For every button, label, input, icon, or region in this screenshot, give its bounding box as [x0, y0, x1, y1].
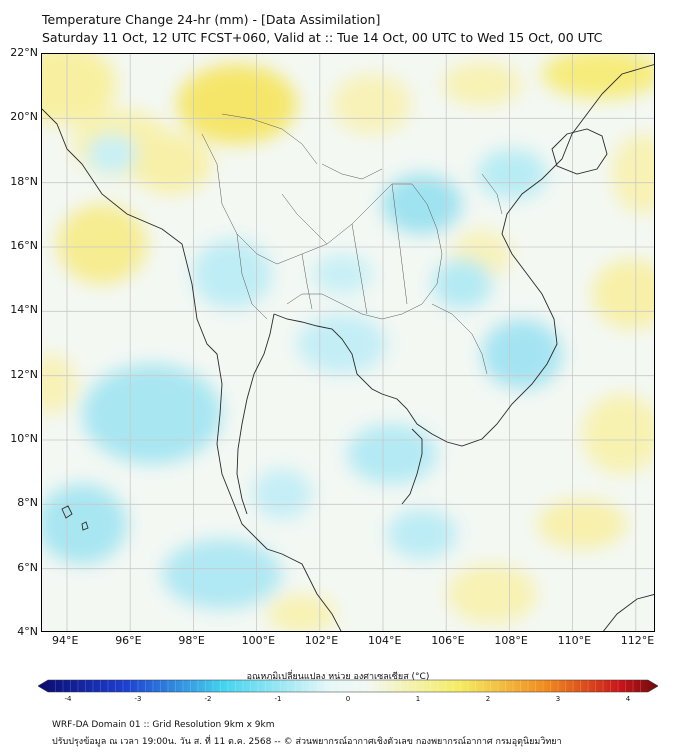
colorbar-tick-label: -1: [274, 695, 282, 703]
chart-subtitle: Saturday 11 Oct, 12 UTC FCST+060, Valid …: [42, 30, 603, 45]
colorbar-tick-label: 2: [485, 695, 491, 703]
map-panel: [41, 53, 655, 632]
colorbar-tick-label: 4: [625, 695, 631, 703]
lat-label: 22°N: [10, 46, 38, 59]
lon-label: 102°E: [304, 634, 339, 647]
map-canvas: [42, 54, 654, 631]
footer-model-info: WRF-DA Domain 01 :: Grid Resolution 9km …: [52, 720, 275, 730]
chart-title: Temperature Change 24-hr (mm) - [Data As…: [42, 12, 381, 27]
lat-label: 8°N: [17, 496, 38, 510]
colorbar-tick-label: -4: [64, 695, 72, 703]
lon-label: 100°E: [241, 634, 276, 647]
lon-label: 108°E: [494, 634, 528, 647]
lat-label: 18°N: [10, 174, 38, 188]
footer-update-info: ปรับปรุงข้อมูล ณ เวลา 19:00น. วัน ส. ที่…: [52, 737, 562, 747]
lon-label: 98°E: [178, 634, 205, 647]
temperature-field: [42, 54, 654, 631]
lat-label: 4°N: [17, 625, 38, 638]
colorbar-tick-label: -3: [134, 695, 142, 703]
colorbar-tick-label: 3: [555, 695, 561, 703]
lon-label: 94°E: [52, 634, 79, 647]
lat-label: 14°N: [10, 303, 38, 317]
colorbar-title: อุณหภูมิเปลี่ยนแปลง หน่วย องศาเซลเซียส (…: [246, 672, 430, 682]
province-borders: [201, 113, 503, 375]
lon-label: 110°E: [557, 634, 592, 647]
coastline-outlines: [42, 64, 654, 631]
lat-label: 10°N: [10, 432, 38, 445]
colorbar-tick-label: -2: [204, 695, 212, 703]
graticule: [42, 54, 654, 631]
colorbar-tick-label: 0: [345, 695, 351, 703]
lat-label: 12°N: [10, 367, 38, 381]
lat-label: 20°N: [10, 110, 38, 124]
lon-label: 106°E: [431, 634, 465, 647]
colorbar-tick-label: 1: [415, 695, 421, 703]
colorbar: [38, 679, 658, 693]
lat-label: 16°N: [10, 239, 38, 252]
lon-label: 112°E: [620, 634, 655, 647]
lon-label: 104°E: [368, 634, 402, 647]
lat-label: 6°N: [17, 560, 38, 574]
lon-label: 96°E: [115, 634, 142, 647]
